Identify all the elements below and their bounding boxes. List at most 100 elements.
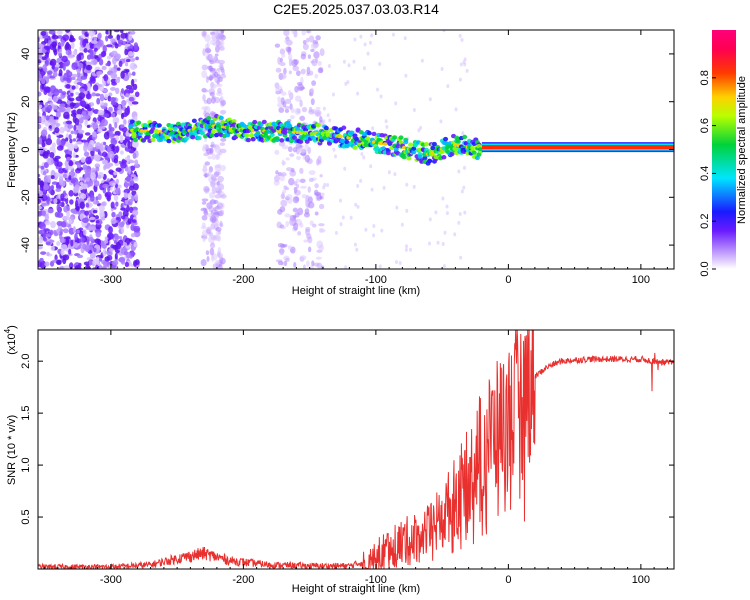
heatmap-cell <box>38 55 42 59</box>
heatmap-cell <box>40 251 47 255</box>
heatmap-cell <box>412 107 416 112</box>
heatmap-cell <box>41 141 46 148</box>
heatmap-cell <box>40 115 45 122</box>
heatmap-cell <box>49 151 55 159</box>
heatmap-cell <box>359 178 363 183</box>
heatmap-cell <box>404 73 408 78</box>
heatmap-cell <box>42 64 47 72</box>
heatmap-cell <box>38 136 43 145</box>
heatmap-cell <box>301 194 307 199</box>
heatmap-cell <box>352 59 356 64</box>
heatmap-cell <box>458 77 462 82</box>
heatmap-cell <box>99 210 105 218</box>
heatmap-cell <box>103 164 107 171</box>
heatmap-cell <box>376 87 380 92</box>
heatmap-cell <box>110 72 118 80</box>
x-tick-label: -100 <box>365 574 387 586</box>
heatmap-cell <box>210 111 215 117</box>
snr-frame <box>37 329 675 570</box>
heatmap-cell <box>343 166 347 171</box>
heatmap-cell <box>316 193 322 201</box>
heatmap-cell <box>68 159 73 168</box>
x-tick-label: 100 <box>632 574 650 586</box>
heatmap-cell <box>249 133 255 138</box>
heatmap-cell <box>296 155 301 161</box>
heatmap-cell <box>113 64 118 69</box>
heatmap-cell <box>217 87 222 94</box>
heatmap-cell <box>79 201 85 210</box>
heatmap-cell <box>102 183 110 189</box>
heatmap-cell <box>78 92 86 100</box>
heatmap-cell <box>204 161 211 166</box>
heatmap-cell <box>401 154 407 160</box>
heatmap-cell <box>208 205 214 213</box>
heatmap-cell <box>250 136 256 142</box>
heatmap-cell <box>439 119 443 124</box>
heatmap-cell <box>394 101 398 106</box>
heatmap-cell <box>219 209 225 217</box>
heatmap-cell <box>73 242 79 248</box>
heatmap-cell <box>210 215 217 224</box>
heatmap-cell <box>318 244 325 252</box>
heatmap-cell <box>41 48 45 55</box>
heatmap-cell <box>130 165 136 171</box>
heatmap-cell <box>283 30 290 37</box>
heatmap-cell <box>92 122 99 130</box>
heatmap-cell <box>288 70 292 75</box>
heatmap-cell <box>105 30 109 35</box>
heatmap-cell <box>211 254 215 262</box>
heatmap-cell <box>400 222 404 227</box>
heatmap-cell <box>211 58 217 62</box>
heatmap-cell <box>205 250 210 256</box>
heatmap-cell <box>297 83 305 92</box>
heatmap-cell <box>220 137 227 142</box>
heatmap-cell <box>85 177 90 182</box>
heatmap-cell <box>458 212 462 217</box>
heatmap-cell <box>130 233 136 238</box>
heatmap-cell <box>75 91 80 96</box>
heatmap-cell <box>203 185 210 193</box>
heatmap-cell <box>326 183 330 188</box>
heatmap-cell <box>74 102 80 108</box>
heatmap-cell <box>459 62 463 67</box>
heatmap-cell <box>38 190 44 197</box>
heatmap-cell <box>313 51 320 59</box>
heatmap-cell <box>289 248 294 253</box>
heatmap-cell <box>314 73 319 79</box>
heatmap-cell <box>309 70 314 76</box>
heatmap-cell <box>76 108 83 116</box>
heatmap-cell <box>295 178 301 183</box>
heatmap-cell <box>202 30 207 36</box>
heatmap-cell <box>38 91 42 97</box>
heatmap-cell <box>299 178 306 183</box>
heatmap-cell <box>164 135 170 140</box>
heatmap-cell <box>115 178 119 185</box>
heatmap-cell <box>202 143 210 150</box>
heatmap-cell <box>96 97 101 105</box>
heatmap-cell <box>103 131 110 140</box>
heatmap-cell <box>352 145 358 150</box>
heatmap-cell <box>101 266 107 269</box>
heatmap-cell <box>284 105 290 110</box>
heatmap-cell <box>92 209 98 214</box>
heatmap-cell <box>134 193 139 202</box>
heatmap-cell <box>302 39 307 45</box>
heatmap-cell <box>279 57 283 63</box>
heatmap-cell <box>300 148 306 154</box>
heatmap-cell <box>111 144 117 151</box>
heatmap-cell <box>385 150 391 156</box>
heatmap-cell <box>89 50 94 58</box>
heatmap-cell <box>38 73 42 82</box>
heatmap-cell <box>101 201 107 207</box>
snr-scale-base: (x10 <box>6 333 18 354</box>
heatmap-cell <box>332 147 336 152</box>
heatmap-cell <box>121 99 127 107</box>
heatmap-cell <box>286 167 293 172</box>
heatmap-cell <box>293 262 297 268</box>
snr-axes: -300 -200 -100 0 100 0.5 1.0 1.5 2.0 <box>20 330 674 586</box>
heatmap-cell <box>209 247 215 256</box>
heatmap-cell <box>56 241 61 246</box>
heatmap-cell <box>202 236 208 240</box>
heatmap-cell <box>301 106 308 113</box>
heatmap-cell <box>41 210 47 217</box>
